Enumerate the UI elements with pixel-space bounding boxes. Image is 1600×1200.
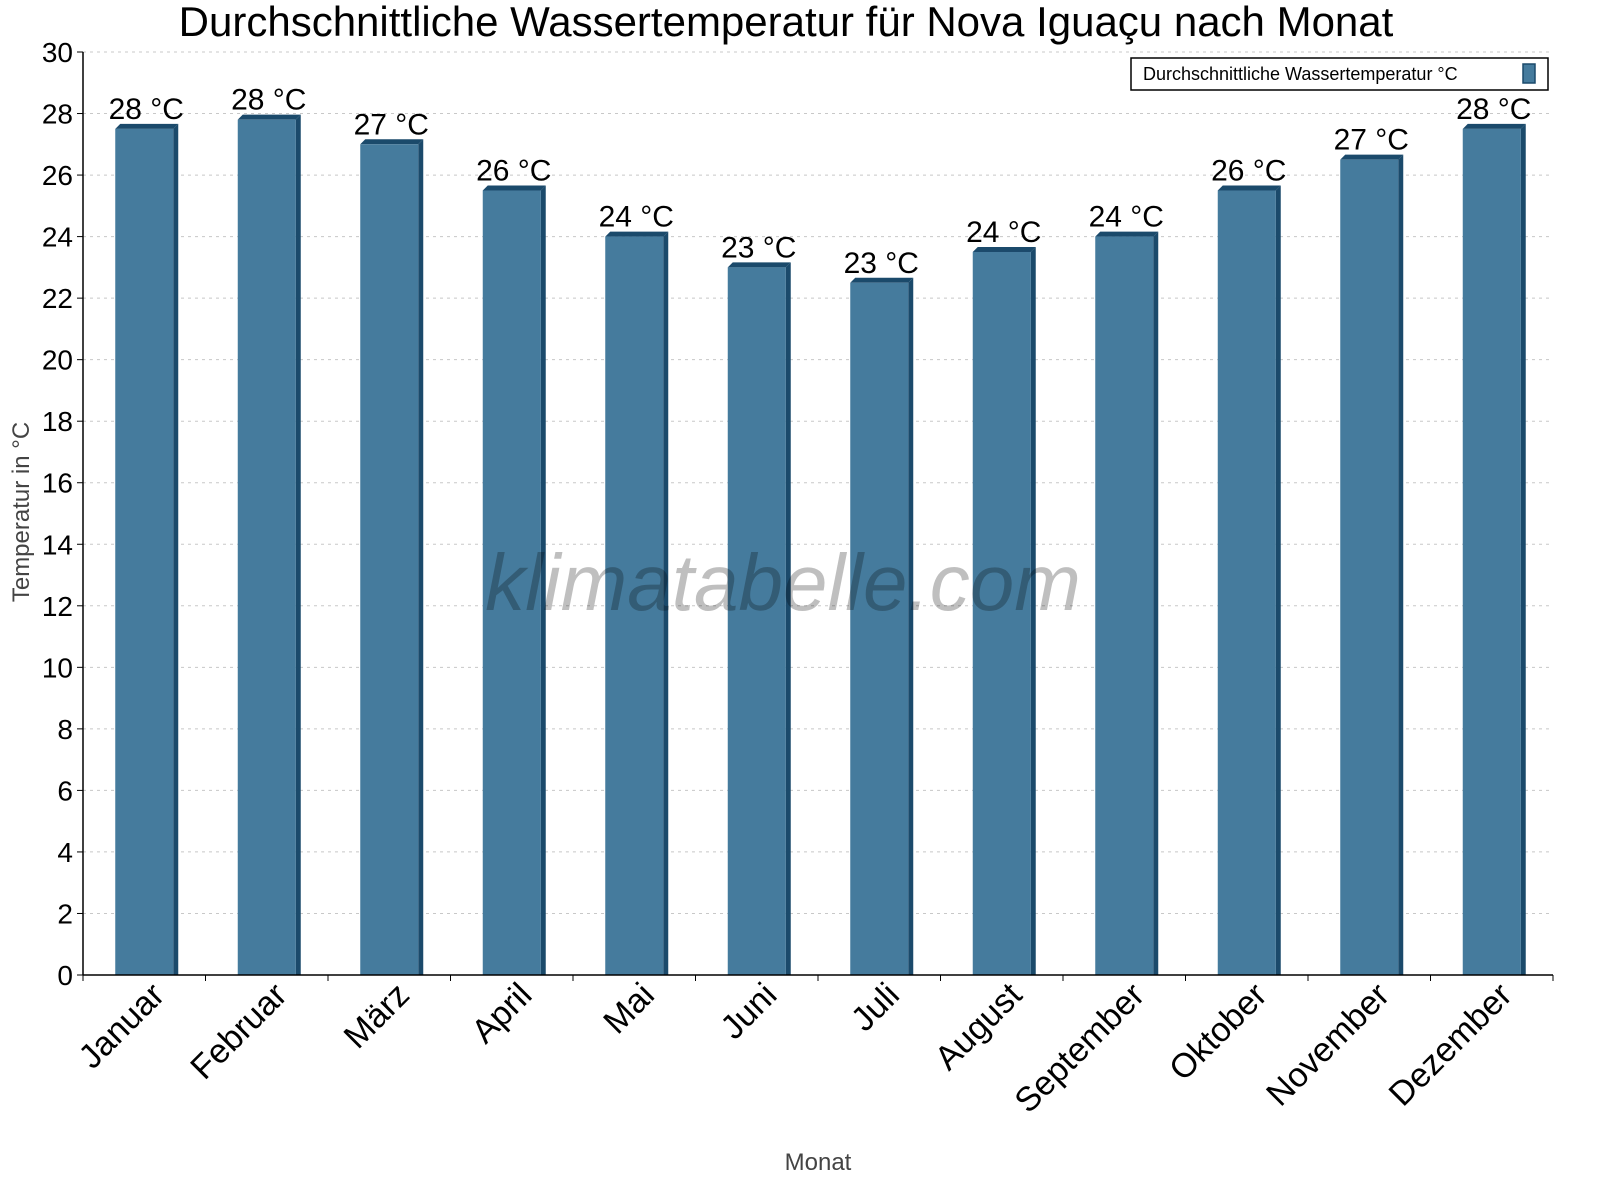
bar-side <box>785 262 791 975</box>
data-label: 23 °C <box>844 247 919 280</box>
y-tick-label: 22 <box>42 283 73 314</box>
bar-side <box>1398 154 1404 975</box>
y-tick-label: 0 <box>57 960 73 991</box>
bar <box>360 144 419 976</box>
bar-top <box>605 231 669 237</box>
bar <box>972 251 1031 975</box>
bar-top <box>1217 185 1281 191</box>
x-tick-label: Februar <box>183 976 294 1087</box>
bar-top <box>237 114 301 120</box>
bar <box>727 267 786 975</box>
x-tick-label: Juli <box>844 976 907 1039</box>
bar <box>1462 128 1521 975</box>
y-tick-label: 8 <box>57 714 73 745</box>
bar-side <box>173 123 179 975</box>
bar <box>115 128 174 975</box>
legend: Durchschnittliche Wassertemperatur °C <box>1130 57 1549 91</box>
data-label: 24 °C <box>599 201 674 234</box>
y-tick-label: 12 <box>42 591 73 622</box>
bar-top <box>850 277 914 283</box>
bar <box>850 282 909 975</box>
x-tick-label: März <box>337 976 417 1056</box>
bar <box>1340 159 1399 975</box>
bar-side <box>540 185 546 975</box>
data-label: 28 °C <box>231 84 306 117</box>
data-label: 27 °C <box>1334 124 1409 157</box>
bar-top <box>1462 123 1526 129</box>
data-label: 24 °C <box>1089 201 1164 234</box>
y-tick-label: 10 <box>42 652 73 683</box>
bar-side <box>908 277 914 975</box>
bar-side <box>418 139 424 976</box>
bar <box>1095 236 1154 976</box>
data-label: 26 °C <box>1211 154 1286 187</box>
watermark: klimatabelle.com <box>485 538 1081 627</box>
data-label: 23 °C <box>721 231 796 264</box>
x-tick-label: Januar <box>72 976 172 1076</box>
x-tick-label: Dezember <box>1382 976 1520 1114</box>
y-tick-label: 24 <box>42 222 73 253</box>
bars: 28 °C 28 °C 27 °C 26 °C 24 °C 23 °C 23 °C 24 °C… <box>109 84 1531 976</box>
y-tick-label: 2 <box>57 898 73 929</box>
y-tick-label: 28 <box>42 99 73 130</box>
bar-top <box>972 246 1036 252</box>
data-label: 24 °C <box>966 216 1041 249</box>
x-tick-label: Oktober <box>1162 976 1274 1088</box>
bar-side <box>1153 231 1159 976</box>
x-tick-label: Mai <box>596 976 662 1042</box>
bar <box>482 190 541 975</box>
legend-label: Durchschnittliche Wassertemperatur °C <box>1143 64 1458 84</box>
bar-top <box>1340 154 1404 160</box>
bar-top <box>115 123 179 129</box>
y-tick-label: 14 <box>42 529 73 560</box>
data-label: 28 °C <box>109 93 184 126</box>
legend-swatch <box>1522 63 1536 84</box>
x-tick-label: September <box>1007 976 1151 1120</box>
y-tick-label: 16 <box>42 468 73 499</box>
x-tick-label: August <box>928 975 1030 1077</box>
bar-top <box>482 185 546 191</box>
bar-top <box>1095 231 1159 237</box>
y-tick-label: 18 <box>42 406 73 437</box>
bar-side <box>295 114 301 976</box>
bar-side <box>1275 185 1281 975</box>
x-axis-label: Monat <box>785 1149 852 1176</box>
y-tick-label: 30 <box>42 37 73 68</box>
y-tick-label: 20 <box>42 345 73 376</box>
bar <box>237 119 296 976</box>
bar <box>605 236 664 976</box>
chart-title: Durchschnittliche Wassertemperatur für N… <box>179 0 1394 45</box>
bar-side <box>663 231 669 976</box>
bar-top <box>360 139 424 145</box>
bar <box>1217 190 1276 975</box>
data-label: 27 °C <box>354 108 429 141</box>
x-tick-label: Juni <box>713 976 784 1047</box>
gridlines <box>83 51 1553 914</box>
bar-top <box>727 262 791 268</box>
x-tick-label: April <box>464 976 539 1051</box>
y-tick-label: 4 <box>57 837 73 868</box>
data-label: 28 °C <box>1456 93 1531 126</box>
bar-side <box>1030 246 1036 975</box>
data-label: 26 °C <box>476 154 551 187</box>
x-tick-label: November <box>1259 976 1397 1114</box>
y-tick-label: 6 <box>57 775 73 806</box>
y-axis-label: Temperatur in °C <box>8 422 35 602</box>
y-tick-label: 26 <box>42 160 73 191</box>
bar-side <box>1520 123 1526 975</box>
